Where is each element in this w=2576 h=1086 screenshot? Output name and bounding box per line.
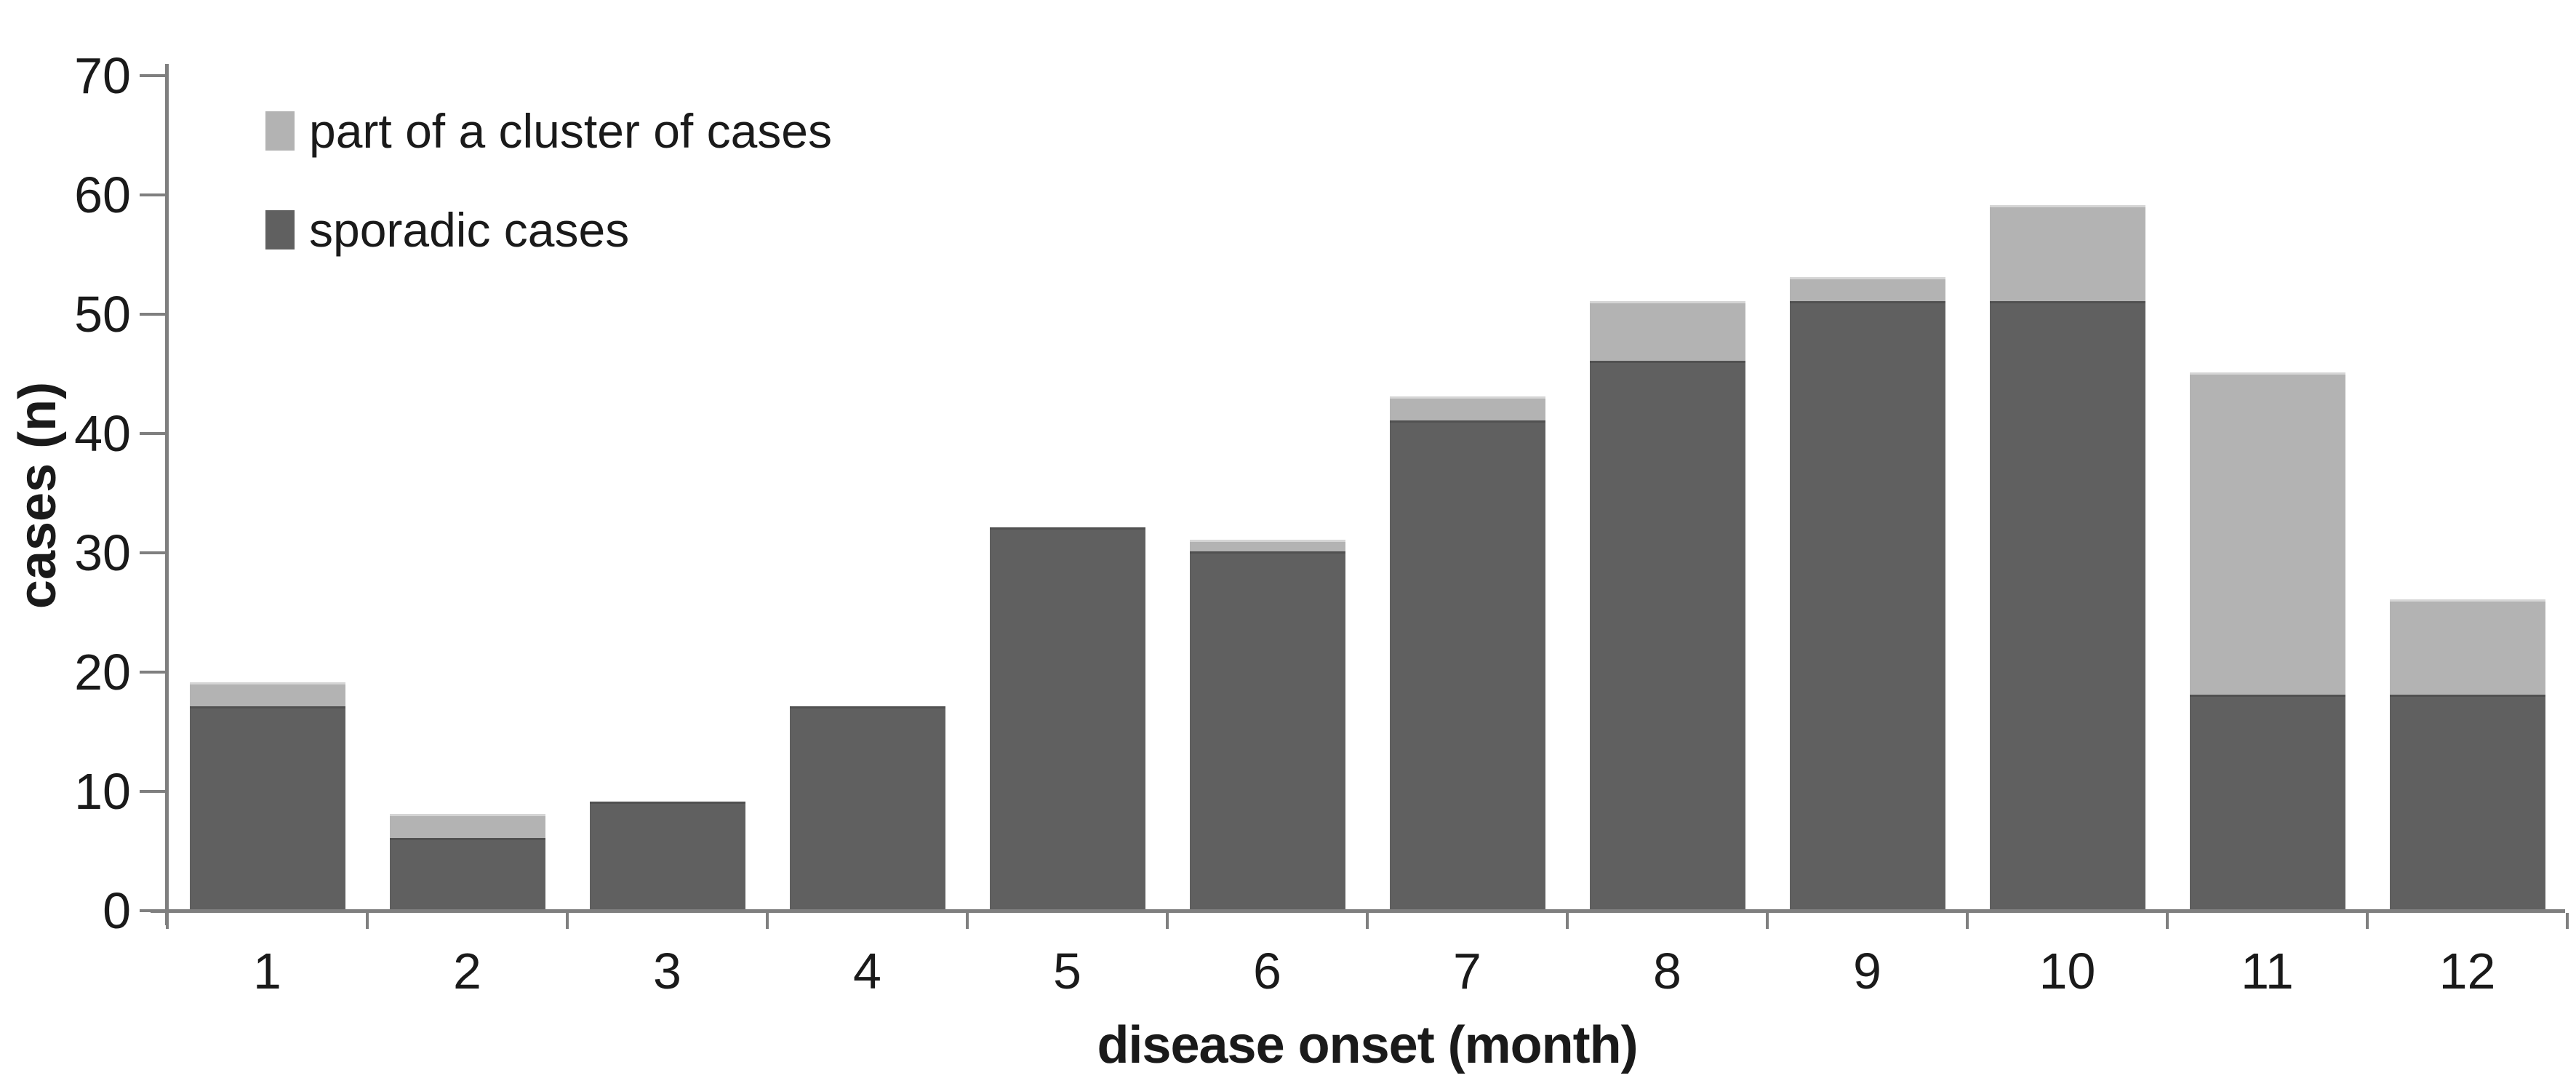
bar-segment-sporadic bbox=[189, 706, 345, 909]
y-tick-label: 60 bbox=[74, 167, 131, 223]
legend-row-cluster: part of a cluster of cases bbox=[265, 95, 832, 167]
x-tick bbox=[1766, 913, 1769, 929]
legend-label-sporadic: sporadic cases bbox=[309, 203, 630, 257]
x-tick-label: 10 bbox=[2039, 943, 2096, 999]
x-tick bbox=[2166, 913, 2169, 929]
y-tick-label: 20 bbox=[74, 644, 131, 700]
x-tick-label: 1 bbox=[253, 943, 281, 999]
bar-segment-cluster bbox=[1389, 396, 1545, 420]
x-tick-label: 11 bbox=[2241, 943, 2294, 999]
x-tick bbox=[966, 913, 969, 929]
x-tick bbox=[1566, 913, 1569, 929]
y-tick-label: 0 bbox=[103, 882, 131, 939]
x-tick-label: 5 bbox=[1053, 943, 1081, 999]
bar-segment-cluster bbox=[1589, 300, 1745, 361]
legend-row-sporadic: sporadic cases bbox=[265, 193, 832, 266]
x-tick bbox=[1166, 913, 1169, 929]
x-tick-label: 2 bbox=[453, 943, 481, 999]
x-tick-label: 12 bbox=[2439, 943, 2496, 999]
y-tick bbox=[140, 909, 166, 912]
y-tick bbox=[140, 551, 166, 554]
x-tick-label: 4 bbox=[853, 943, 881, 999]
sporadic-swatch-icon bbox=[265, 210, 295, 249]
bar-segment-sporadic bbox=[2389, 694, 2545, 909]
y-tick bbox=[140, 790, 166, 793]
y-tick bbox=[140, 193, 166, 196]
bar-segment-cluster bbox=[1989, 205, 2145, 301]
bar-segment-sporadic bbox=[389, 837, 545, 909]
y-tick-label: 50 bbox=[74, 286, 131, 343]
x-tick bbox=[1966, 913, 1969, 929]
y-tick-label: 30 bbox=[74, 524, 131, 581]
bar-segment-cluster bbox=[1789, 276, 1945, 301]
bar-segment-sporadic bbox=[789, 706, 945, 909]
x-tick bbox=[2566, 913, 2569, 929]
y-tick-label: 70 bbox=[74, 47, 131, 104]
bar-segment-sporadic bbox=[1989, 300, 2145, 909]
x-tick bbox=[2366, 913, 2369, 929]
y-tick bbox=[140, 432, 166, 435]
y-tick bbox=[140, 671, 166, 674]
y-tick-label: 40 bbox=[74, 405, 131, 462]
y-tick bbox=[140, 74, 166, 77]
bar-segment-cluster bbox=[2389, 599, 2545, 695]
bar-segment-sporadic bbox=[2189, 694, 2345, 909]
x-tick-label: 7 bbox=[1453, 943, 1481, 999]
bar-segment-cluster bbox=[1189, 539, 1345, 551]
x-tick bbox=[366, 913, 369, 929]
x-tick bbox=[566, 913, 569, 929]
y-axis-line bbox=[165, 64, 169, 925]
legend-label-cluster: part of a cluster of cases bbox=[309, 104, 833, 158]
x-tick bbox=[166, 913, 169, 929]
cluster-swatch-icon bbox=[265, 111, 295, 151]
bar-segment-sporadic bbox=[1189, 551, 1345, 909]
bar-segment-sporadic bbox=[589, 802, 745, 909]
x-tick-label: 6 bbox=[1253, 943, 1281, 999]
bar-segment-sporadic bbox=[989, 527, 1145, 909]
legend: part of a cluster of cases sporadic case… bbox=[265, 95, 832, 292]
x-axis-title: disease onset (month) bbox=[1097, 1016, 1638, 1074]
x-tick bbox=[1366, 913, 1369, 929]
x-tick-label: 9 bbox=[1853, 943, 1881, 999]
bar-segment-sporadic bbox=[1589, 360, 1745, 909]
bar-segment-sporadic bbox=[1789, 300, 1945, 909]
bar-segment-cluster bbox=[389, 813, 545, 838]
bar-segment-cluster bbox=[189, 682, 345, 707]
x-tick-label: 3 bbox=[653, 943, 681, 999]
y-tick bbox=[140, 313, 166, 316]
x-axis-line bbox=[151, 909, 2565, 913]
bar-segment-sporadic bbox=[1389, 420, 1545, 909]
x-tick bbox=[766, 913, 769, 929]
y-tick-label: 10 bbox=[74, 763, 131, 820]
bar-segment-cluster bbox=[2189, 372, 2345, 695]
x-tick-label: 8 bbox=[1653, 943, 1681, 999]
